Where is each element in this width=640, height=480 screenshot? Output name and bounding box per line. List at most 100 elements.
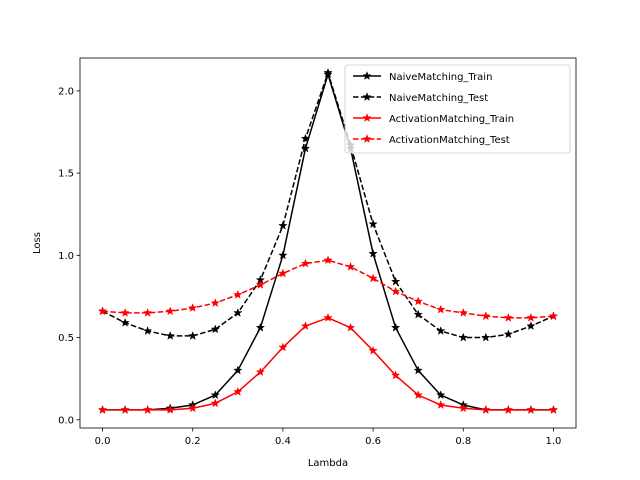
data-point <box>300 143 311 153</box>
legend-marker <box>362 113 372 123</box>
data-point <box>548 404 559 414</box>
data-point <box>300 321 311 331</box>
data-point <box>142 404 153 414</box>
data-point <box>142 307 153 317</box>
data-point <box>436 390 446 400</box>
legend-label: NaiveMatching_Test <box>389 93 488 104</box>
legend-marker <box>362 92 372 102</box>
axes-frame <box>79 57 577 429</box>
x-tick-label: 0.6 <box>365 436 381 447</box>
data-point <box>278 268 288 278</box>
data-point <box>278 250 288 260</box>
data-point <box>233 289 243 299</box>
data-point <box>210 298 220 308</box>
data-point <box>165 306 175 316</box>
data-point <box>458 332 468 342</box>
data-point <box>255 367 266 377</box>
data-point <box>413 390 423 400</box>
data-point <box>323 255 333 265</box>
data-point <box>300 258 311 268</box>
data-point <box>210 398 220 408</box>
data-point <box>413 309 423 319</box>
data-point <box>255 279 266 289</box>
data-point <box>323 67 333 77</box>
y-tick-label: 2.0 <box>58 86 74 97</box>
y-tick-label: 0.0 <box>58 415 74 426</box>
data-point <box>233 386 243 396</box>
series-3 <box>97 255 559 322</box>
legend-marker <box>362 71 372 81</box>
data-point <box>481 404 491 414</box>
x-tick-label: 0.0 <box>95 436 111 447</box>
series-line <box>102 259 554 319</box>
y-tick-label: 0.5 <box>58 333 74 344</box>
data-point <box>188 330 198 340</box>
data-point <box>548 311 559 321</box>
data-point <box>368 248 378 258</box>
data-point <box>300 133 311 143</box>
data-point <box>165 404 175 414</box>
data-point <box>120 404 130 414</box>
legend-entry-1: NaiveMatching_Test <box>353 92 488 104</box>
data-point <box>120 307 130 317</box>
data-point <box>390 370 401 380</box>
data-point <box>233 307 243 317</box>
series-1 <box>97 67 559 342</box>
x-axis-label: Lambda <box>308 458 348 469</box>
data-point <box>368 273 378 283</box>
data-point <box>142 326 153 335</box>
data-point <box>436 326 446 335</box>
legend: NaiveMatching_Train NaiveMatching_Test Act… <box>344 64 571 154</box>
data-point <box>526 312 536 322</box>
data-point <box>323 312 333 322</box>
data-point <box>188 303 198 312</box>
data-point <box>413 365 423 375</box>
legend-box <box>344 64 571 154</box>
data-point <box>368 345 378 355</box>
data-point <box>120 317 130 327</box>
data-point <box>436 304 446 314</box>
data-point <box>503 404 514 414</box>
legend-entry-2: ActivationMatching_Train <box>353 113 514 125</box>
legend-marker <box>362 134 372 144</box>
data-point <box>503 312 514 322</box>
data-point <box>278 342 288 352</box>
data-point <box>210 390 220 400</box>
data-point <box>458 403 468 413</box>
x-tick-label: 1.0 <box>546 436 562 447</box>
axes-layer: 0.0 0.2 0.4 0.6 0.8 1.0 0.0 0.5 1.0 1.5 2.0 <box>58 57 577 447</box>
data-point <box>188 403 198 413</box>
data-point <box>481 311 491 321</box>
data-point <box>97 404 108 414</box>
data-point <box>458 307 468 317</box>
data-point <box>526 321 536 331</box>
data-point <box>165 330 175 340</box>
y-axis-label: Loss <box>32 232 43 254</box>
series-2 <box>97 312 559 414</box>
data-point <box>278 220 288 230</box>
data-point <box>436 400 446 409</box>
x-tick-label: 0.8 <box>455 436 471 447</box>
y-tick-label: 1.0 <box>58 251 74 262</box>
legend-entry-0: NaiveMatching_Train <box>353 71 492 83</box>
legend-label: ActivationMatching_Train <box>389 114 514 125</box>
data-point <box>233 365 243 375</box>
data-point <box>413 296 423 306</box>
y-tick-label: 1.5 <box>58 169 74 180</box>
data-point <box>345 261 356 271</box>
data-point <box>390 286 401 296</box>
data-point <box>390 322 401 332</box>
data-point <box>390 276 401 286</box>
data-point <box>255 322 266 332</box>
data-point <box>210 324 220 334</box>
legend-label: NaiveMatching_Train <box>389 72 492 83</box>
x-tick-label: 0.2 <box>185 436 201 447</box>
legend-entry-3: ActivationMatching_Test <box>353 134 510 146</box>
data-point <box>503 329 514 339</box>
data-point <box>526 404 536 414</box>
data-point <box>481 332 491 342</box>
data-point <box>97 306 108 316</box>
data-point <box>368 219 378 229</box>
legend-label: ActivationMatching_Test <box>389 135 510 146</box>
x-tick-label: 0.4 <box>275 436 291 447</box>
